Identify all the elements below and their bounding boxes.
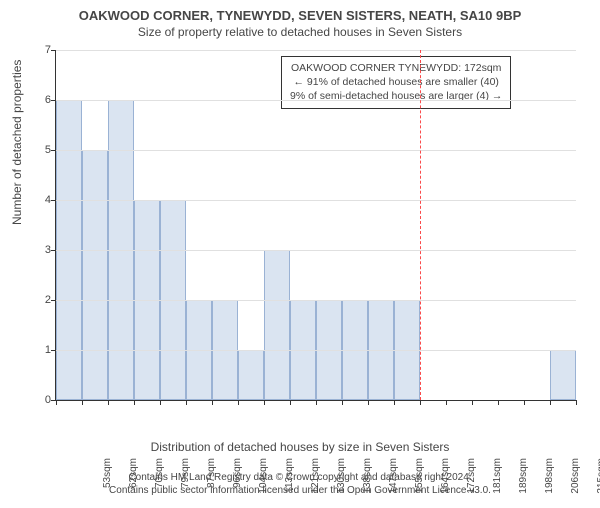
xtick-mark	[108, 400, 109, 405]
ytick-mark	[51, 100, 56, 101]
ytick-mark	[51, 50, 56, 51]
xtick-mark	[342, 400, 343, 405]
xtick-mark	[524, 400, 525, 405]
gridline	[56, 200, 576, 201]
xtick-mark	[212, 400, 213, 405]
annotation-line2: ← 91% of detached houses are smaller (40…	[290, 75, 502, 89]
y-axis-label: Number of detached properties	[10, 60, 24, 225]
ytick-label: 6	[36, 94, 51, 106]
chart-container: OAKWOOD CORNER, TYNEWYDD, SEVEN SISTERS,…	[0, 0, 600, 500]
bar	[238, 350, 264, 400]
xtick-mark	[550, 400, 551, 405]
bar	[264, 250, 290, 400]
ytick-mark	[51, 350, 56, 351]
xtick-mark	[394, 400, 395, 405]
plot-area: OAKWOOD CORNER TYNEWYDD: 172sqm ← 91% of…	[55, 50, 576, 401]
page-title: OAKWOOD CORNER, TYNEWYDD, SEVEN SISTERS,…	[0, 0, 600, 23]
xtick-mark	[446, 400, 447, 405]
credits-line2: Contains public sector information licen…	[0, 484, 600, 497]
xtick-mark	[472, 400, 473, 405]
gridline	[56, 300, 576, 301]
bar	[82, 150, 108, 400]
xtick-mark	[576, 400, 577, 405]
ytick-mark	[51, 200, 56, 201]
ytick-label: 4	[36, 194, 51, 206]
annotation-line1: OAKWOOD CORNER TYNEWYDD: 172sqm	[290, 61, 502, 75]
gridline	[56, 50, 576, 51]
ytick-label: 3	[36, 244, 51, 256]
gridline	[56, 350, 576, 351]
ytick-label: 0	[36, 394, 51, 406]
x-axis-label: Distribution of detached houses by size …	[0, 440, 600, 454]
ytick-mark	[51, 300, 56, 301]
gridline	[56, 250, 576, 251]
xtick-mark	[186, 400, 187, 405]
ytick-label: 2	[36, 294, 51, 306]
xtick-mark	[498, 400, 499, 405]
xtick-mark	[56, 400, 57, 405]
ytick-label: 1	[36, 344, 51, 356]
gridline	[56, 150, 576, 151]
annotation-line3: 9% of semi-detached houses are larger (4…	[290, 89, 502, 103]
xtick-mark	[264, 400, 265, 405]
credits-line1: Contains HM Land Registry data © Crown c…	[0, 471, 600, 484]
xtick-mark	[290, 400, 291, 405]
xtick-mark	[160, 400, 161, 405]
ytick-label: 7	[36, 44, 51, 56]
page-subtitle: Size of property relative to detached ho…	[0, 23, 600, 39]
xtick-mark	[368, 400, 369, 405]
ytick-mark	[51, 250, 56, 251]
ytick-mark	[51, 150, 56, 151]
credits: Contains HM Land Registry data © Crown c…	[0, 471, 600, 497]
xtick-mark	[316, 400, 317, 405]
xtick-mark	[82, 400, 83, 405]
xtick-mark	[134, 400, 135, 405]
threshold-line	[420, 50, 421, 400]
bar	[550, 350, 576, 400]
gridline	[56, 100, 576, 101]
xtick-mark	[420, 400, 421, 405]
xtick-mark	[238, 400, 239, 405]
ytick-label: 5	[36, 144, 51, 156]
